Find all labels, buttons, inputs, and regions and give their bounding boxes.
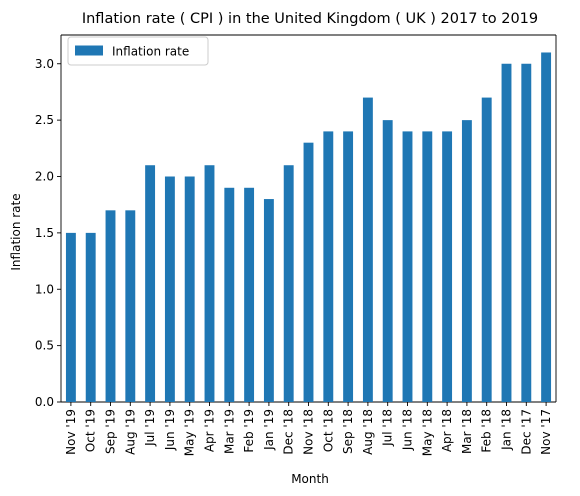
bar (481, 97, 492, 402)
x-axis: Nov '19 Oct '19 Sep '19 Aug '19 Jul '19 Jun '… (64, 402, 553, 456)
bar (323, 131, 334, 402)
bar (402, 131, 413, 402)
bar (362, 97, 373, 402)
y-tick-label: 0.0 (35, 395, 54, 409)
x-tick-label: Sep '19 (104, 409, 118, 454)
x-tick-label: Sep '18 (341, 409, 355, 454)
bar (442, 131, 453, 402)
y-tick-label: 1.0 (35, 282, 54, 296)
bar (105, 210, 116, 402)
bar (85, 232, 96, 402)
x-tick-label: Jan '19 (262, 409, 276, 451)
bar (501, 63, 512, 402)
bar (244, 187, 255, 402)
bar (303, 142, 314, 402)
x-tick-label: Oct '18 (321, 409, 335, 452)
legend-frame (67, 36, 209, 66)
y-tick-label: 2.0 (35, 170, 54, 184)
x-tick-label: Feb '18 (480, 409, 494, 453)
bar (343, 131, 354, 402)
bar (145, 165, 156, 402)
bar (422, 131, 433, 402)
bar (224, 187, 235, 402)
x-tick-label: Nov '19 (64, 409, 78, 455)
bar (283, 165, 294, 402)
x-tick-label: Mar '18 (460, 409, 474, 454)
x-tick-label: Nov '17 (539, 409, 553, 455)
x-tick-label: Aug '19 (123, 409, 137, 455)
x-tick-label: Nov '18 (302, 409, 316, 455)
x-tick-label: Jul '18 (381, 409, 395, 447)
x-tick-label: Oct '19 (84, 409, 98, 452)
legend-label: Inflation rate (112, 45, 189, 59)
x-tick-label: Jun '19 (163, 409, 177, 451)
chart-title: Inflation rate ( CPI ) in the United Kin… (82, 11, 538, 27)
x-tick-label: May '18 (420, 409, 434, 456)
legend-swatch (75, 45, 103, 56)
legend: Inflation rate (67, 36, 209, 66)
bar (461, 120, 472, 402)
y-tick-label: 2.5 (35, 113, 54, 127)
y-tick-label: 1.5 (35, 226, 54, 240)
bar (184, 176, 195, 402)
y-tick-label: 0.5 (35, 339, 54, 353)
y-axis: 0.0 0.5 1.0 1.5 2.0 2.5 3.0 (35, 57, 61, 409)
bar (65, 232, 76, 402)
x-tick-label: Dec '18 (282, 409, 296, 455)
x-tick-label: Apr '18 (440, 409, 454, 452)
y-tick-label: 3.0 (35, 57, 54, 71)
bar (204, 165, 215, 402)
x-tick-label: Feb '19 (242, 409, 256, 453)
x-tick-label: Jan '18 (500, 409, 514, 451)
x-tick-label: Dec '17 (519, 409, 533, 455)
x-tick-label: Aug '18 (361, 409, 375, 455)
x-axis-label: Month (291, 472, 329, 486)
x-tick-label: Apr '19 (203, 409, 217, 452)
bar (125, 210, 136, 402)
x-tick-label: Jul '19 (143, 409, 157, 447)
x-tick-label: May '19 (183, 409, 197, 456)
y-axis-label: Inflation rate (9, 193, 23, 270)
bars-group (65, 52, 552, 402)
x-tick-label: Mar '19 (222, 409, 236, 454)
bar (263, 199, 274, 402)
x-tick-label: Jun '18 (401, 409, 415, 451)
bar (164, 176, 175, 402)
bar (541, 52, 552, 402)
bar (382, 120, 393, 402)
bar (521, 63, 532, 402)
